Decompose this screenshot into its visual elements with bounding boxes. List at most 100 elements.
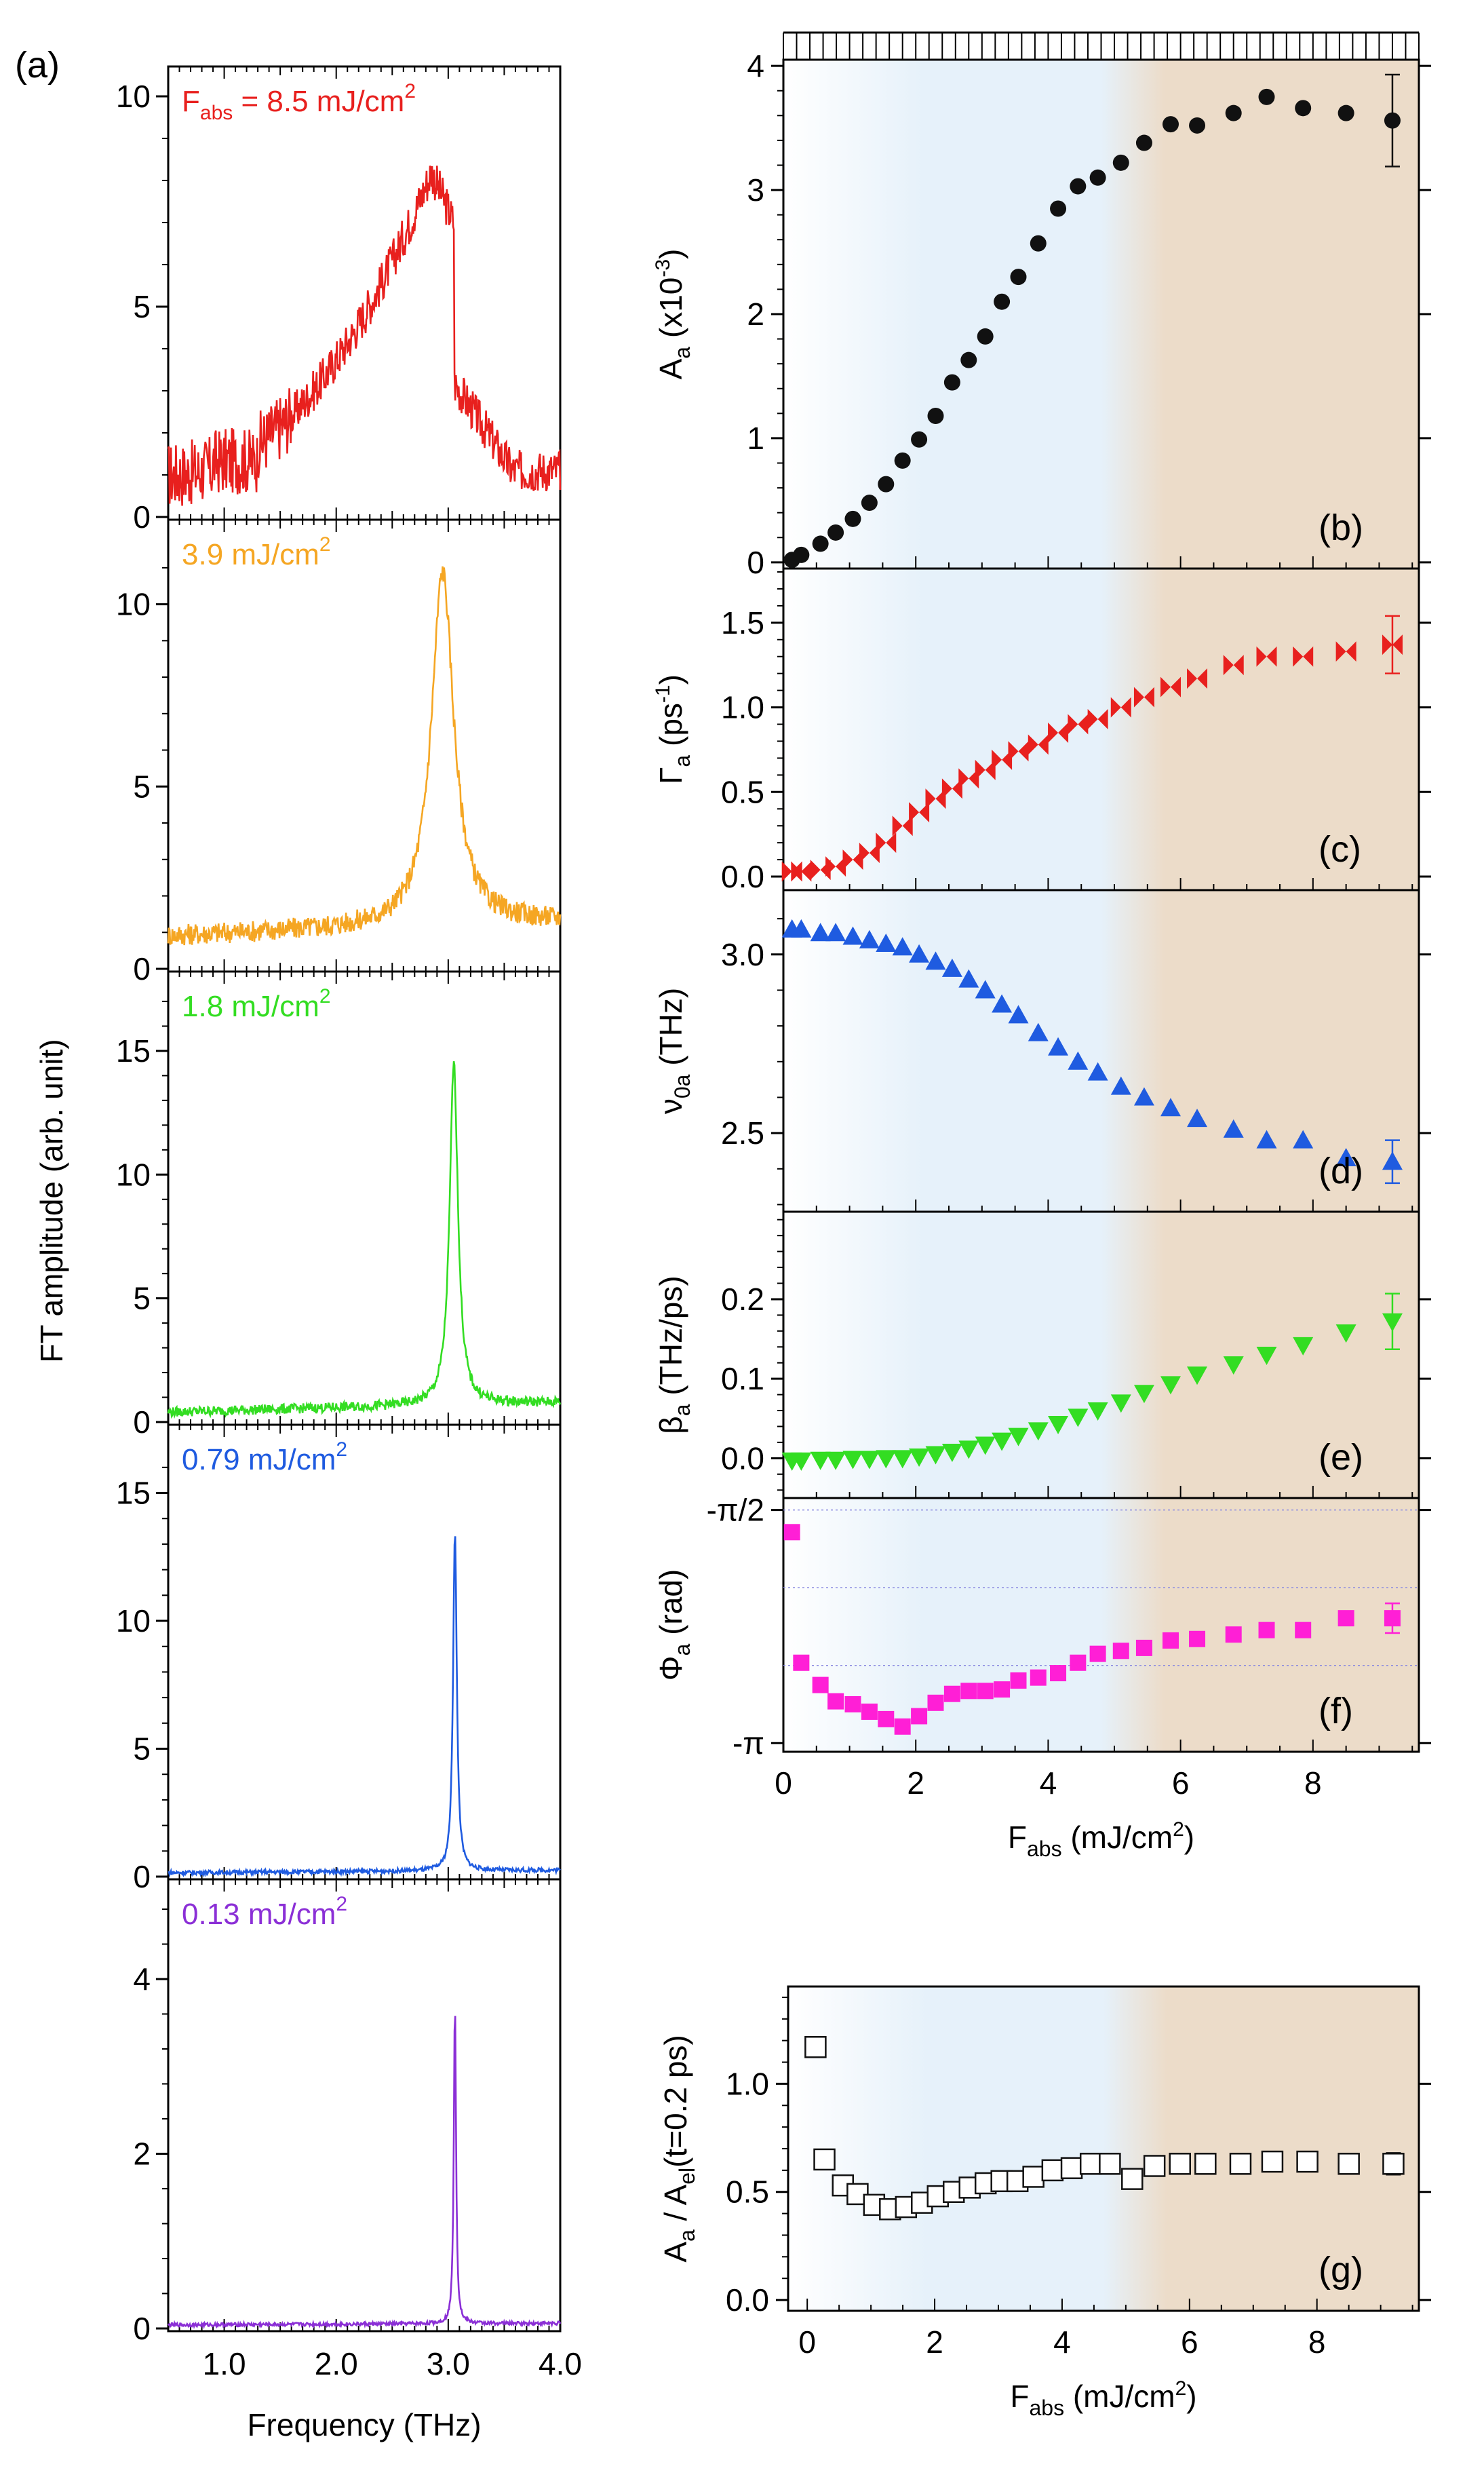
data-point-left: [1187, 668, 1198, 689]
y-tick-label: 0.2: [721, 1282, 764, 1317]
spectrum-line: [167, 165, 562, 506]
data-point: [958, 1440, 979, 1459]
data-point: [1068, 1408, 1089, 1427]
y-tick-label: 1.0: [726, 2066, 769, 2101]
data-point: [844, 510, 861, 527]
y-tick-label: 5: [133, 1281, 151, 1316]
data-point: [1010, 1672, 1027, 1689]
data-point: [1189, 117, 1206, 134]
data-point: [1225, 104, 1242, 121]
data-point-left: [892, 816, 903, 837]
data-point: [844, 1696, 861, 1713]
data-point: [1038, 734, 1049, 755]
data-point: [1187, 1109, 1208, 1128]
xlabel-subscript: abs: [1027, 1837, 1062, 1861]
data-point: [810, 1451, 831, 1470]
data-point: [1382, 1151, 1403, 1170]
data-point: [859, 1451, 880, 1470]
data-point: [1048, 1037, 1069, 1056]
data-point: [977, 1683, 994, 1700]
ylabel-subscript: a: [670, 755, 695, 767]
annotation-text: 3.9 mJ/cm: [182, 538, 319, 571]
data-point: [876, 1450, 897, 1469]
data-point: [810, 923, 831, 942]
data-point-left: [825, 856, 836, 877]
data-point: [859, 929, 880, 948]
x-tick-label: 8: [1304, 1765, 1322, 1801]
data-point: [1078, 714, 1089, 735]
data-point: [827, 524, 844, 541]
background-gradient-g: [788, 1987, 1419, 2311]
y-tick-label: 5: [133, 289, 151, 324]
data-point: [1335, 1324, 1356, 1343]
ylabel-text: (THz/ps): [653, 1275, 688, 1404]
ylabel-main: A: [653, 358, 688, 379]
data-point: [1048, 1415, 1069, 1434]
panel-letter: (f): [1319, 1691, 1353, 1731]
y-axis-title: Γa (ps-1): [652, 674, 695, 784]
data-point-left: [1068, 714, 1078, 735]
data-point: [1233, 655, 1244, 676]
data-point: [892, 937, 913, 956]
ylabel-text: (ps: [653, 703, 688, 755]
data-point: [1261, 2150, 1284, 2173]
x-tick-label: 6: [1181, 2324, 1198, 2360]
data-point: [1187, 1366, 1208, 1385]
data-point: [1079, 2153, 1102, 2175]
data-point: [1256, 1347, 1277, 1365]
data-point: [1110, 1394, 1131, 1413]
data-point: [886, 832, 897, 853]
x-tick-label: 2.0: [315, 2346, 358, 2381]
figure-label: (a): [15, 45, 60, 85]
y-tick-label: 2: [747, 296, 764, 332]
ylabel-main: A: [658, 2242, 693, 2263]
data-point-left: [1087, 709, 1098, 730]
data-point: [791, 1452, 812, 1471]
data-point: [1028, 1422, 1049, 1441]
data-point: [876, 934, 897, 952]
y-tick-label: 0: [747, 545, 764, 580]
panel-frames-layer: [156, 31, 1431, 2333]
y-tick-label: 10: [116, 1603, 151, 1638]
y-tick-label: 10: [116, 1157, 151, 1192]
data-point: [992, 1432, 1013, 1451]
y-tick-label: 1.0: [721, 690, 764, 725]
xlabel-main: F: [1008, 1820, 1027, 1855]
data-point: [861, 1703, 878, 1720]
y-tick-label: 0.0: [726, 2282, 769, 2318]
ylabel-main: β: [653, 1416, 688, 1434]
fluence-annotation: 0.79 mJ/cm2: [182, 1438, 347, 1476]
xlabel-superscript: 2: [1175, 2377, 1187, 2400]
ylabel-superscript: -3: [652, 259, 674, 277]
data-point: [1135, 1639, 1152, 1656]
data-point: [894, 452, 911, 469]
data-point: [1194, 2153, 1217, 2175]
ylabel-subscript: 0a: [670, 1074, 695, 1098]
data-point: [1170, 676, 1181, 697]
data-point: [1030, 1669, 1047, 1686]
x-tick-label: 2: [926, 2324, 943, 2360]
data-point-left: [859, 843, 870, 864]
data-point: [960, 351, 977, 368]
data-point-left: [1133, 687, 1144, 708]
data-point: [1135, 134, 1152, 151]
data-point: [812, 1676, 829, 1693]
data-point: [1058, 722, 1069, 743]
data-point: [994, 1681, 1011, 1698]
y-tick-label: 0.0: [721, 1440, 764, 1476]
ylabel-text: (x10: [653, 277, 688, 347]
data-point: [943, 374, 960, 391]
data-point: [1303, 646, 1314, 667]
y-tick-label: 5: [133, 1731, 151, 1767]
data-point: [1346, 641, 1356, 662]
data-point: [927, 1694, 944, 1711]
data-point: [1162, 1632, 1179, 1649]
data-point: [1133, 1385, 1154, 1404]
data-point: [1293, 1130, 1314, 1149]
y-axis-title: ν0a (THz): [653, 988, 695, 1114]
data-point: [1392, 634, 1403, 655]
y-tick-label: 1: [747, 421, 764, 456]
data-point: [1110, 1076, 1131, 1095]
ylabel-superscript: -1: [652, 685, 674, 703]
